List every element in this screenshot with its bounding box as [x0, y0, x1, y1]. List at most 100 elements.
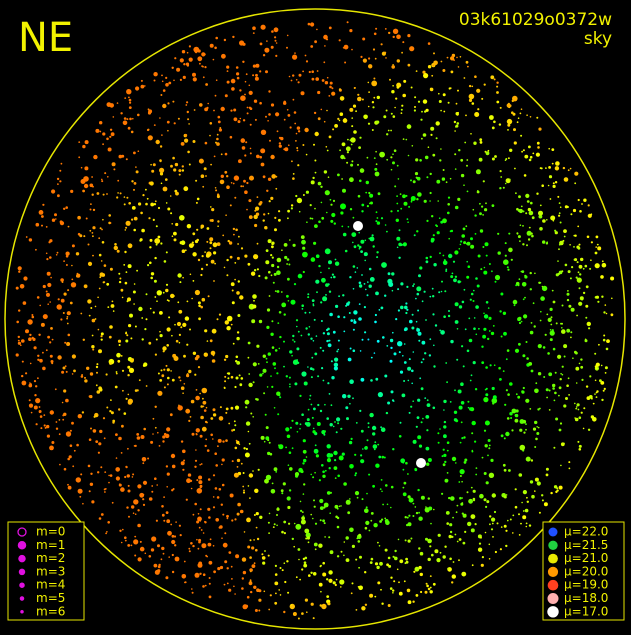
star: [442, 93, 446, 97]
star: [108, 481, 110, 484]
star: [133, 228, 136, 232]
star: [147, 111, 152, 115]
star: [97, 451, 100, 454]
star: [388, 564, 392, 568]
star: [96, 371, 98, 374]
star: [554, 391, 557, 395]
star: [425, 582, 428, 585]
star: [186, 224, 192, 229]
star: [301, 239, 306, 245]
star: [251, 564, 256, 568]
star: [600, 275, 604, 279]
star: [444, 478, 449, 483]
star: [386, 133, 389, 136]
star: [108, 214, 111, 217]
star: [285, 427, 290, 432]
star: [414, 172, 419, 176]
star: [425, 256, 429, 260]
star: [225, 354, 229, 359]
star: [215, 189, 218, 192]
star: [278, 347, 281, 350]
star: [414, 566, 420, 572]
star: [539, 227, 543, 231]
star: [532, 427, 537, 431]
star: [356, 496, 359, 499]
star: [556, 487, 559, 490]
star: [202, 65, 204, 68]
star: [250, 412, 253, 415]
star: [230, 78, 236, 84]
star: [206, 340, 209, 342]
magnitude-label: m=5: [36, 591, 65, 605]
star: [313, 111, 317, 115]
star: [314, 224, 318, 229]
star: [218, 313, 222, 316]
star: [474, 112, 480, 117]
star: [557, 260, 559, 262]
star: [442, 260, 448, 266]
star: [295, 79, 298, 81]
star: [318, 264, 321, 268]
star: [396, 59, 400, 63]
star: [59, 220, 63, 224]
star: [370, 519, 373, 522]
star: [205, 263, 208, 266]
star: [230, 323, 233, 326]
star: [267, 212, 270, 215]
star: [385, 484, 388, 487]
star: [358, 248, 361, 250]
star: [180, 240, 186, 245]
star: [287, 114, 291, 117]
star: [240, 462, 243, 465]
star: [258, 609, 261, 612]
star: [86, 366, 90, 370]
star: [322, 349, 325, 352]
star: [188, 419, 191, 422]
star: [469, 298, 472, 301]
star: [50, 360, 54, 363]
star: [185, 104, 188, 106]
star: [116, 352, 121, 358]
magnitude-swatch: [17, 527, 27, 537]
star: [429, 295, 432, 298]
star: [33, 405, 38, 410]
star: [387, 272, 391, 276]
star: [278, 142, 282, 145]
star: [524, 296, 526, 299]
star: [279, 594, 282, 596]
star: [106, 102, 112, 107]
star: [94, 318, 97, 320]
star: [505, 389, 508, 392]
star: [165, 576, 169, 580]
star: [263, 440, 266, 443]
star: [268, 113, 271, 116]
star: [220, 503, 223, 506]
star: [208, 582, 211, 585]
star: [547, 317, 552, 322]
star: [573, 258, 576, 261]
star: [545, 167, 547, 170]
star: [165, 288, 169, 293]
star: [338, 39, 341, 42]
star: [503, 437, 506, 440]
star: [170, 293, 175, 299]
star: [506, 349, 510, 352]
star: [424, 590, 428, 594]
star: [37, 354, 40, 357]
star: [198, 526, 201, 529]
star: [491, 517, 496, 522]
star: [57, 194, 60, 198]
star: [128, 106, 132, 109]
star: [478, 327, 480, 330]
star: [224, 560, 228, 564]
star: [122, 528, 124, 531]
star: [459, 469, 465, 475]
star: [302, 515, 305, 518]
star: [328, 536, 331, 539]
star: [471, 564, 474, 567]
star: [148, 555, 152, 558]
star: [204, 66, 207, 69]
star: [318, 582, 323, 587]
star: [115, 457, 118, 459]
star: [534, 420, 538, 425]
